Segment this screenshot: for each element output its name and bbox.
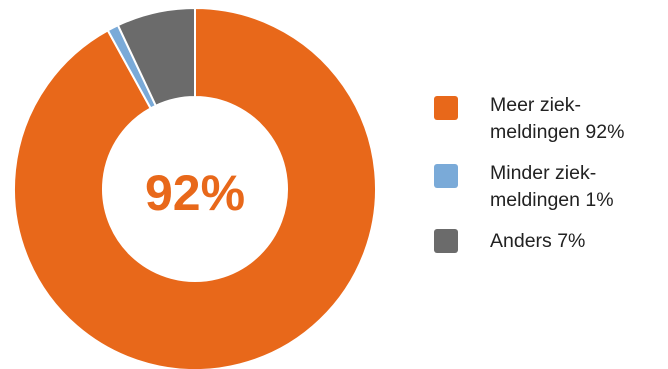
legend-item-minder-ziekmeldingen: Minder ziek-meldingen 1%	[434, 160, 664, 214]
donut-slice-meer-ziek-meldingen	[13, 6, 377, 369]
legend-item-meer-ziekmeldingen: Meer ziek-meldingen 92%	[434, 92, 664, 146]
legend-label: Anders 7%	[490, 230, 586, 252]
donut-chart: 92%	[13, 6, 377, 369]
legend-swatch-blue	[434, 164, 458, 188]
legend-swatch-orange	[434, 96, 458, 120]
legend-label: Minder ziek-meldingen 1%	[490, 162, 614, 211]
center-percentage-label: 92%	[145, 165, 245, 221]
legend-swatch-gray	[434, 229, 458, 253]
legend-label: Meer ziek-meldingen 92%	[490, 94, 625, 143]
donut-slices	[13, 6, 377, 369]
chart-legend: Meer ziek-meldingen 92% Minder ziek-meld…	[434, 92, 664, 255]
donut-slice-anders	[116, 6, 196, 108]
legend-item-anders: Anders 7%	[434, 228, 664, 255]
